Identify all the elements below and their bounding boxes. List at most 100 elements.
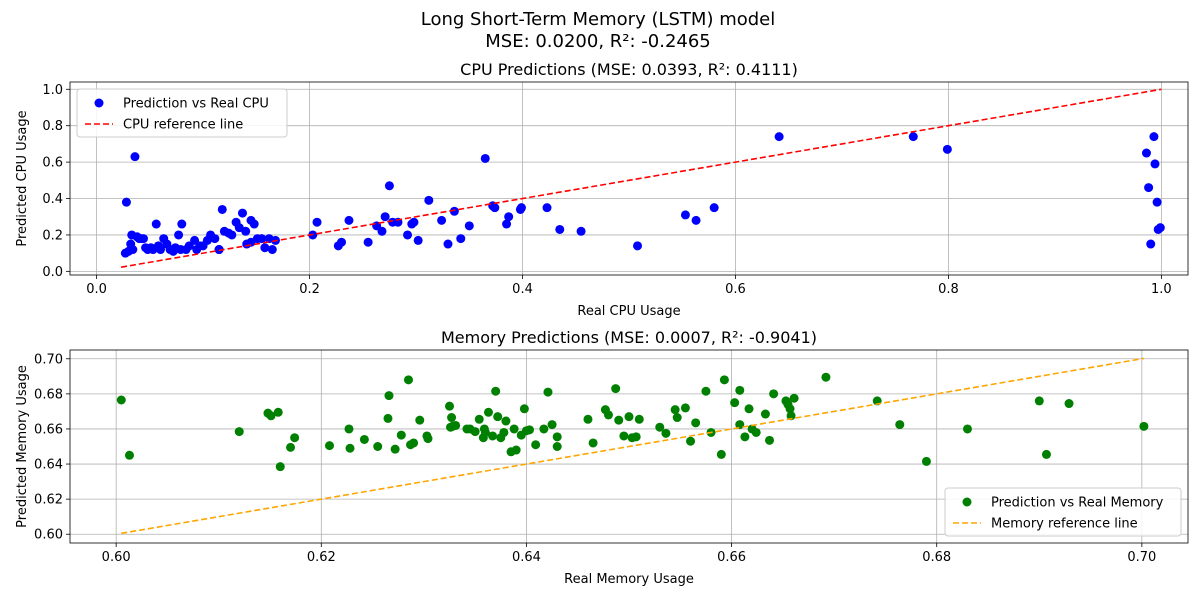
- scatter-point: [719, 375, 729, 385]
- scatter-point: [423, 434, 433, 444]
- scatter-point: [501, 416, 511, 426]
- scatter-point: [525, 425, 535, 435]
- scatter-point: [176, 245, 186, 255]
- scatter-point: [774, 132, 784, 142]
- scatter-point: [249, 219, 259, 229]
- scatter-point: [227, 230, 237, 240]
- legend-entry-label: Prediction vs Real Memory: [991, 496, 1164, 511]
- scatter-point: [445, 401, 455, 411]
- scatter-point: [384, 181, 394, 191]
- scatter-point: [502, 219, 512, 229]
- scatter-point: [267, 245, 277, 255]
- scatter-point: [1146, 239, 1156, 249]
- scatter-point: [415, 415, 425, 425]
- scatter-point: [680, 403, 690, 413]
- scatter-point: [672, 413, 682, 423]
- scatter-point: [942, 144, 952, 154]
- scatter-point: [895, 420, 905, 430]
- scatter-point: [124, 246, 134, 256]
- scatter-point: [1149, 132, 1159, 142]
- scatter-point: [241, 226, 251, 236]
- scatter-point: [611, 384, 621, 394]
- scatter-point: [126, 239, 136, 249]
- scatter-point: [547, 420, 557, 430]
- scatter-point: [344, 215, 354, 225]
- legend-entry-label: CPU reference line: [123, 118, 243, 133]
- legend-box: [76, 88, 288, 138]
- scatter-point: [1064, 399, 1074, 409]
- scatter-point: [751, 427, 761, 437]
- scatter-point: [488, 431, 498, 441]
- x-tick-label: 0.70: [1127, 550, 1156, 565]
- scatter-point: [148, 245, 158, 255]
- scatter-point: [1141, 148, 1151, 158]
- scatter-point: [257, 234, 267, 244]
- scatter-point: [156, 245, 166, 255]
- scatter-point: [709, 203, 719, 213]
- legend-box: [944, 487, 1182, 537]
- scatter-point: [1152, 197, 1162, 207]
- scatter-point: [260, 243, 270, 253]
- scatter-point: [701, 386, 711, 396]
- scatter-point: [138, 234, 148, 244]
- scatter-point: [246, 237, 256, 247]
- reference-line: [121, 357, 1145, 535]
- y-axis-label: Predicted CPU Usage: [15, 110, 30, 246]
- memory-predictions-panel: 0.60 0.62 0.64 0.66 0.68 0.70 0.60 0.62 0.64 0.66…: [15, 328, 1189, 587]
- scatter-point: [614, 415, 624, 425]
- scatter-point: [337, 237, 347, 247]
- scatter-point: [451, 420, 461, 430]
- scatter-point: [266, 411, 276, 421]
- scatter-point: [760, 409, 770, 419]
- scatter-point: [691, 215, 701, 225]
- scatter-point: [531, 440, 541, 450]
- scatter-point: [130, 152, 140, 162]
- scatter-point: [634, 414, 644, 424]
- y-tick-label: 0.64: [34, 458, 63, 473]
- x-tick-label: 0.66: [717, 550, 746, 565]
- scatter-point: [908, 132, 918, 142]
- scatter-point: [210, 234, 220, 244]
- scatter-point: [324, 441, 334, 451]
- figure-title-line2: MSE: 0.0200, R²: -0.2465: [485, 31, 711, 52]
- x-tick-label: 0.4: [512, 282, 533, 297]
- scatter-point: [363, 237, 373, 247]
- scatter-point: [290, 433, 300, 443]
- scatter-point: [286, 442, 296, 452]
- x-axis-label: Real CPU Usage: [577, 304, 680, 319]
- scatter-point: [443, 239, 453, 249]
- cpu-predictions-panel: 0.0 0.2 0.4 0.6 0.8 1.0 0.0 0.2 0.4 0.6 0.8 1.0 CPU …: [15, 60, 1189, 319]
- scatter-point: [511, 445, 521, 455]
- scatter-point: [447, 413, 457, 423]
- x-tick-label: 0.8: [938, 282, 959, 297]
- scatter-point: [619, 431, 629, 441]
- scatter-point: [406, 440, 416, 450]
- plot-area: [116, 357, 1149, 535]
- scatter-point: [680, 210, 690, 220]
- x-tick-label: 0.6: [725, 282, 746, 297]
- scatter-point: [543, 387, 553, 397]
- x-tick-label: 0.2: [299, 282, 320, 297]
- y-tick-label: 0.0: [42, 265, 63, 280]
- legend-entry-label: Prediction vs Real CPU: [123, 97, 269, 112]
- scatter-point: [1144, 183, 1154, 193]
- scatter-point: [345, 443, 355, 453]
- scatter-point: [409, 217, 419, 227]
- y-tick-label: 0.70: [34, 352, 63, 367]
- scatter-point: [424, 195, 434, 205]
- scatter-point: [499, 427, 509, 437]
- panel-title: CPU Predictions (MSE: 0.0393, R²: 0.4111…: [460, 60, 798, 79]
- scatter-point: [821, 372, 831, 382]
- scatter-point: [384, 391, 394, 401]
- scatter-point: [177, 219, 187, 229]
- scatter-point: [588, 438, 598, 448]
- scatter-point: [380, 212, 390, 222]
- scatter-point: [542, 203, 552, 213]
- scatter-point: [464, 221, 474, 231]
- scatter-point: [744, 404, 754, 414]
- scatter-point: [344, 424, 354, 434]
- y-tick-label: 0.6: [42, 156, 63, 171]
- panel-title: Memory Predictions (MSE: 0.0007, R²: -0.…: [441, 328, 817, 347]
- scatter-point: [583, 414, 593, 424]
- scatter-point: [390, 444, 400, 454]
